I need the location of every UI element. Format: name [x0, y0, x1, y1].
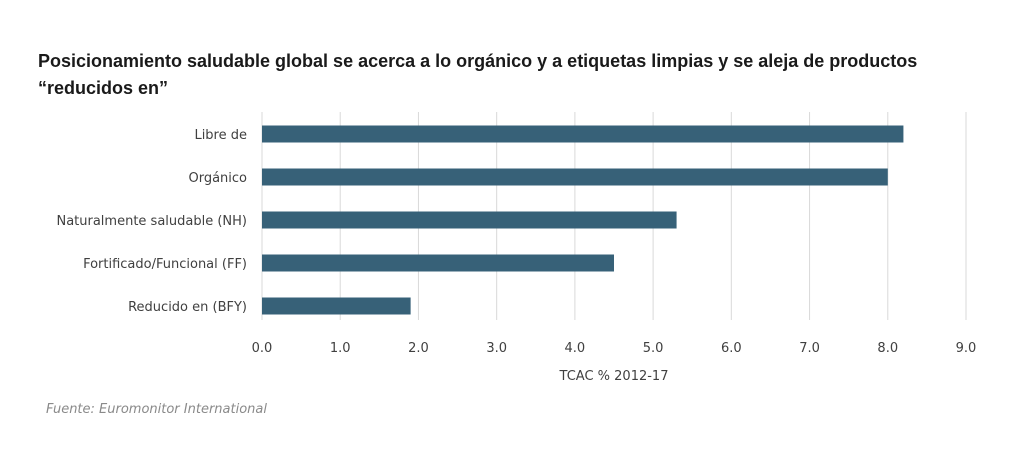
bar: [262, 168, 888, 186]
x-tick-label: 9.0: [956, 341, 977, 356]
bar: [262, 254, 614, 272]
category-labels: Libre de Orgánico Naturalmente saludable (…: [56, 128, 247, 315]
category-label: Libre de: [194, 128, 247, 143]
x-tick-label: 7.0: [799, 341, 820, 356]
bars: [262, 125, 904, 315]
x-tick-label: 8.0: [877, 341, 898, 356]
x-tick-labels: 0.0 1.0 2.0 3.0 4.0 5.0 6.0 7.0 8.0 9.0: [252, 341, 977, 356]
x-tick-label: 0.0: [252, 341, 273, 356]
source-note: Fuente: Euromonitor International: [46, 402, 267, 417]
chart-title: Posicionamiento saludable global se acer…: [38, 51, 918, 98]
category-label: Orgánico: [188, 171, 247, 186]
category-label: Fortificado/Funcional (FF): [83, 257, 247, 272]
x-tick-label: 3.0: [486, 341, 507, 356]
category-label: Naturalmente saludable (NH): [56, 214, 247, 229]
gridlines: [261, 112, 967, 320]
category-label: Reducido en (BFY): [128, 300, 247, 315]
x-tick-label: 1.0: [330, 341, 351, 356]
x-tick-label: 6.0: [721, 341, 742, 356]
bar: [262, 211, 677, 229]
x-tick-label: 2.0: [408, 341, 429, 356]
bar: [262, 297, 411, 315]
x-tick-label: 4.0: [565, 341, 586, 356]
bar: [262, 125, 904, 143]
x-axis-label: TCAC % 2012-17: [559, 369, 669, 384]
x-tick-label: 5.0: [643, 341, 664, 356]
